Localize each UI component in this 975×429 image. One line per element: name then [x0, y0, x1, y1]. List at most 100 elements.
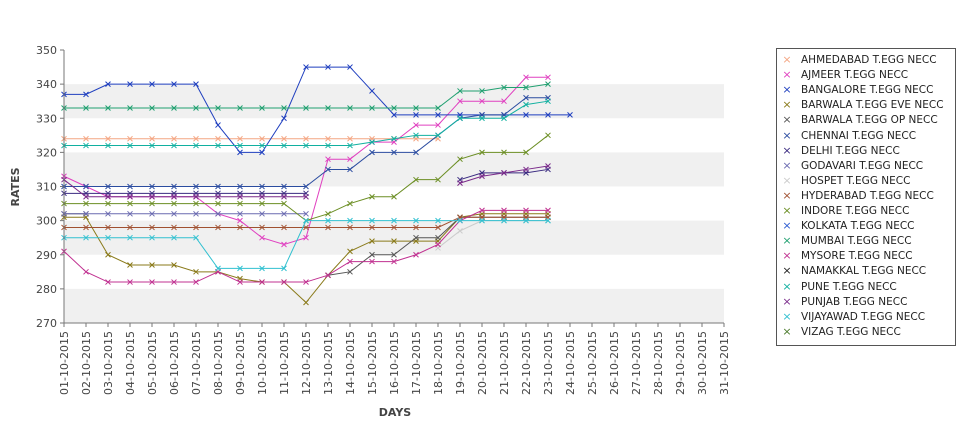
data-point-marker: [347, 142, 353, 149]
data-point-marker: [457, 98, 463, 105]
data-point-marker: [127, 279, 133, 285]
data-point-marker: [171, 135, 177, 142]
data-point-marker: [259, 224, 265, 231]
data-point-marker: [281, 210, 287, 217]
data-point-marker: [435, 132, 441, 139]
series-8: [61, 210, 309, 217]
data-point-marker: [83, 224, 89, 231]
data-point-marker: [105, 200, 111, 207]
data-point-marker: [237, 217, 243, 224]
legend-label: VIJAYAWAD T.EGG NECC: [801, 310, 926, 323]
x-tick-label: 13-10-2015: [322, 331, 335, 395]
data-point-marker: [457, 180, 463, 186]
legend-marker-icon: ×: [782, 188, 792, 202]
data-point-marker: [325, 217, 331, 224]
data-point-marker: [281, 193, 287, 200]
data-point-marker: [369, 139, 375, 145]
data-point-marker: [259, 105, 265, 111]
legend-label: VIZAG T.EGG NECC: [801, 325, 901, 338]
x-tick-label: 22-10-2015: [520, 331, 533, 395]
data-point-marker: [83, 193, 89, 200]
data-point-marker: [171, 142, 177, 149]
data-point-marker: [281, 224, 287, 231]
data-point-marker: [479, 207, 485, 214]
y-tick-label: 280: [36, 283, 57, 296]
data-point-marker: [193, 81, 199, 87]
data-point-marker: [501, 115, 507, 122]
legend-marker-icon: ×: [782, 98, 792, 112]
data-point-marker: [171, 262, 177, 268]
data-point-marker: [501, 84, 507, 91]
data-point-marker: [83, 142, 89, 149]
x-tick-label: 02-10-2015: [80, 331, 93, 395]
data-point-marker: [435, 241, 441, 248]
data-point-marker: [391, 224, 397, 231]
data-point-marker: [347, 258, 353, 265]
data-point-marker: [457, 217, 463, 224]
data-point-marker: [369, 149, 375, 156]
data-point-marker: [127, 234, 133, 241]
data-point-marker: [105, 142, 111, 149]
data-point-marker: [413, 234, 419, 241]
data-point-marker: [259, 135, 265, 142]
data-point-marker: [413, 217, 419, 224]
data-point-marker: [545, 217, 551, 224]
legend-marker-icon: ×: [782, 204, 792, 217]
data-point-marker: [303, 142, 309, 149]
data-point-marker: [501, 169, 507, 176]
data-point-marker: [127, 193, 133, 200]
legend-item: × KOLKATA T.EGG NECC: [777, 219, 955, 234]
data-point-marker: [105, 279, 111, 285]
data-point-marker: [347, 224, 353, 231]
data-point-marker: [83, 91, 89, 98]
legend-label: MUMBAI T.EGG NECC: [801, 235, 912, 248]
x-tick-label: 15-10-2015: [366, 331, 379, 395]
x-tick-label: 11-10-2015: [278, 331, 291, 395]
legend-label: AJMEER T.EGG NECC: [801, 69, 909, 82]
data-point-marker: [523, 149, 529, 156]
data-point-marker: [369, 251, 375, 258]
data-point-marker: [523, 94, 529, 101]
data-point-marker: [149, 262, 155, 268]
legend-item: × BARWALA T.EGG OP NECC: [777, 113, 955, 128]
data-point-marker: [369, 193, 375, 200]
data-point-marker: [435, 111, 441, 118]
data-point-marker: [501, 98, 507, 105]
data-point-marker: [303, 183, 309, 190]
data-point-marker: [523, 74, 529, 81]
legend-item: × HOSPET T.EGG NECC: [777, 174, 955, 189]
data-point-marker: [193, 210, 199, 217]
data-point-marker: [523, 207, 529, 214]
data-point-marker: [479, 115, 485, 122]
data-point-marker: [105, 224, 111, 231]
data-point-marker: [259, 142, 265, 149]
data-point-marker: [435, 176, 441, 183]
legend-marker-icon: ×: [782, 68, 792, 82]
data-point-marker: [281, 142, 287, 149]
x-tick-label: 12-10-2015: [300, 331, 313, 395]
data-point-marker: [171, 183, 177, 190]
data-point-marker: [523, 111, 529, 118]
data-point-marker: [545, 163, 551, 169]
data-point-marker: [83, 200, 89, 207]
legend-item: × PUNJAB T.EGG NECC: [777, 295, 955, 310]
data-point-marker: [193, 135, 199, 142]
data-point-marker: [237, 142, 243, 149]
data-point-marker: [325, 135, 331, 142]
data-point-marker: [347, 156, 353, 163]
data-point-marker: [127, 105, 133, 111]
data-point-marker: [171, 234, 177, 241]
data-point-marker: [347, 217, 353, 224]
data-point-marker: [545, 132, 551, 139]
legend-label: HYDERABAD T.EGG NECC: [801, 189, 934, 202]
legend-marker-icon: ×: [782, 173, 792, 187]
data-point-marker: [193, 105, 199, 111]
legend-marker-icon: ×: [782, 128, 792, 142]
data-point-marker: [127, 142, 133, 149]
legend-label: DELHI T.EGG NECC: [801, 144, 900, 157]
data-point-marker: [171, 200, 177, 207]
x-tick-label: 21-10-2015: [498, 331, 511, 395]
data-point-marker: [391, 258, 397, 265]
legend-label: HOSPET T.EGG NECC: [801, 174, 911, 187]
y-tick-label: 350: [36, 44, 57, 57]
